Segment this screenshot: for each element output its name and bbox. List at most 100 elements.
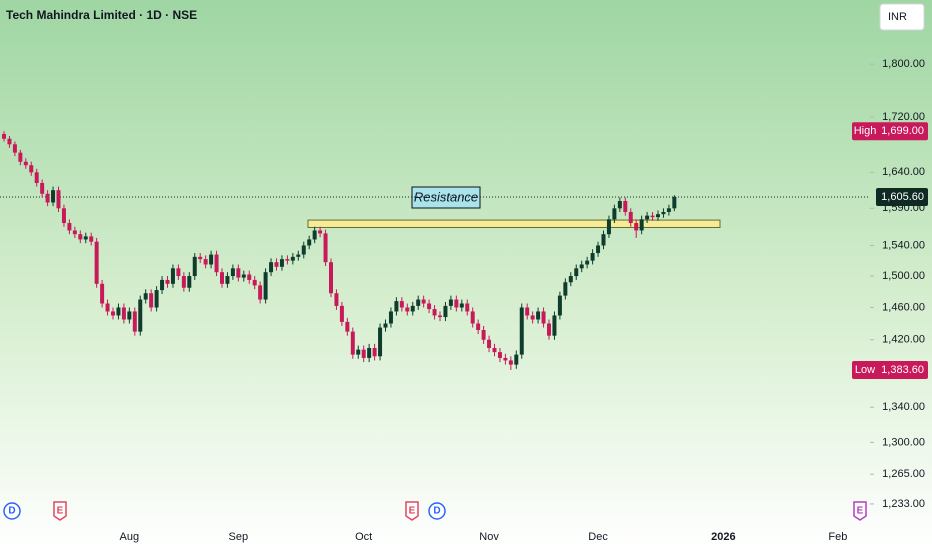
candle-body [585,260,590,265]
candle-body [617,201,622,209]
price-label: 1,383.60 [881,364,924,376]
candle-body [536,311,541,320]
candle-body [2,133,6,139]
candle-body [383,323,388,328]
y-tick-label: 1,500.00 [882,270,925,282]
candle-body [356,349,361,355]
candle-body [214,254,219,273]
currency-box[interactable] [879,3,925,31]
candle-body [481,329,486,340]
candle-body [209,254,214,265]
candle-body [160,279,165,291]
chart-title: Tech Mahindra Limited · 1D · NSE [6,8,197,22]
candle-body [470,311,475,324]
event-label[interactable]: E [409,506,416,517]
candle-body [448,299,453,306]
candle-body [661,211,666,215]
candle-body [367,347,372,358]
candle-body [465,303,470,312]
x-tick-label: Oct [355,531,372,543]
candle-body [121,307,126,320]
candle-body [399,301,404,308]
candle-body [666,208,671,212]
candle-body [181,276,186,288]
candle-body [61,208,66,224]
candle-body [459,303,464,308]
candle-body [628,211,633,224]
candle-body [230,268,235,277]
candle-body [285,259,290,261]
candle-body [72,230,77,235]
candle-body [557,295,562,316]
event-label[interactable]: D [433,506,440,517]
event-icon[interactable] [3,502,21,520]
x-tick-label: Aug [120,531,140,543]
candle-body [672,196,677,209]
candle-body [45,193,50,203]
candle-body [612,208,617,220]
candle-body [623,201,628,212]
candle-body [198,256,203,260]
candle-body [318,230,323,234]
candle-body [590,253,595,261]
x-tick-label: Nov [479,531,499,543]
candle-body [432,309,437,316]
candle-body [334,293,339,306]
candle-body [176,268,181,277]
candle-body [579,264,584,269]
candle-body [547,323,551,336]
event-label[interactable]: E [57,506,64,517]
candle-body [78,234,83,240]
candle-body [154,290,159,308]
candle-body [372,347,377,357]
candle-body [497,352,502,358]
event-label[interactable]: E [857,506,864,517]
x-tick-label: Sep [229,531,249,543]
candle-body [247,274,252,280]
x-tick-label: Dec [588,531,608,543]
event-icon[interactable] [853,501,867,521]
event-label[interactable]: D [8,506,15,517]
candle-body [503,357,508,361]
candle-body [563,282,568,296]
price-label: 1,699.00 [881,125,924,137]
event-icon[interactable] [53,501,67,521]
candle-body [541,311,546,324]
event-icon[interactable] [428,502,446,520]
candle-body [568,276,573,283]
currency[interactable]: INR [888,11,907,23]
candle-body [236,268,241,278]
candle-body [410,305,415,312]
candle-body [296,254,301,257]
candle-body [7,138,12,145]
candle-body [269,262,274,273]
price-label-name-box [852,122,878,141]
candle-body [274,262,279,267]
candle-body [601,234,606,246]
candle-body [405,307,410,312]
candle-body [263,272,268,300]
price-label: 1,605.60 [881,191,924,203]
candle-body [111,311,115,316]
price-label-name-box [852,360,878,379]
candle-body [492,347,497,353]
x-tick-label: Feb [828,531,847,543]
candle-body [18,152,23,162]
candle-body [220,272,224,284]
candle-body [203,259,208,265]
candle-body [378,327,383,357]
candle-body [105,303,110,312]
candle-body [225,276,230,284]
y-tick-label: 1,340.00 [882,401,925,413]
candle-body [606,219,611,235]
candle-body [138,299,143,332]
event-icon[interactable] [405,501,419,521]
candle-body [67,223,72,231]
annotation: Resistance [414,189,478,204]
candle-body [116,307,121,316]
candle-body [514,354,519,365]
candle-body [519,307,524,355]
candle-body [525,307,530,316]
candle-body [56,190,61,209]
candle-body [329,262,333,294]
